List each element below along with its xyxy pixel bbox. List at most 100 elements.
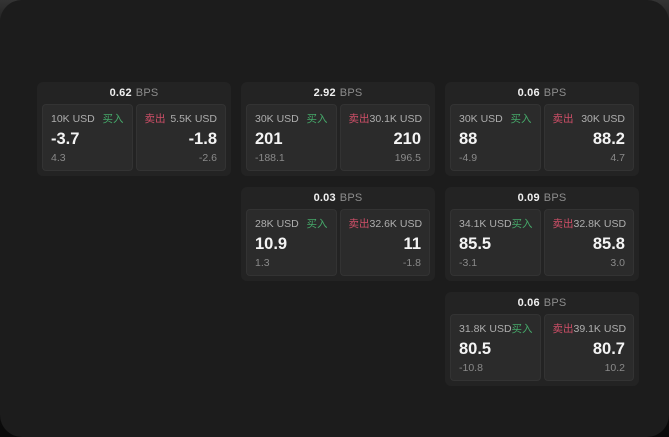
sell-volume: 30K USD — [581, 113, 625, 125]
sell-price: 80.7 — [592, 340, 625, 359]
buy-panel[interactable]: 31.8K USD 买入 80.5 -10.8 — [450, 314, 541, 381]
buy-panel[interactable]: 30K USD 买入 88 -4.9 — [450, 104, 541, 171]
bps-unit-label: BPS — [543, 192, 567, 204]
buy-change: 4.3 — [51, 152, 66, 164]
sell-side-label: 卖出 — [552, 113, 574, 125]
bps-value: 0.06 — [517, 297, 540, 309]
sell-price: 88.2 — [592, 130, 625, 149]
buy-price: 85.5 — [459, 235, 492, 254]
card-header: 0.62 BPS — [37, 82, 231, 104]
bps-unit-label: BPS — [543, 87, 567, 99]
sell-panel[interactable]: 卖出 32.6K USD 11 -1.8 — [339, 209, 430, 276]
buy-change: -10.8 — [459, 362, 483, 374]
buy-volume: 30K USD — [255, 113, 299, 125]
sell-panel-header: 卖出 5.5K USD — [145, 111, 218, 126]
card-header: 2.92 BPS — [241, 82, 435, 104]
sell-side-label: 卖出 — [144, 113, 166, 125]
buy-side-label: 买入 — [306, 218, 328, 230]
quote-card-4: 0.03 BPS 28K USD 买入 10.9 1.3 卖出 32.6K USD… — [241, 187, 435, 281]
bps-unit-label: BPS — [135, 87, 159, 99]
buy-panel-header: 28K USD 买入 — [255, 216, 328, 231]
sell-price: -1.8 — [188, 130, 217, 149]
buy-side-label: 买入 — [306, 113, 328, 125]
sell-panel-header: 卖出 39.1K USD — [552, 321, 627, 336]
buy-side-label: 买入 — [510, 113, 532, 125]
sell-side-label: 卖出 — [552, 323, 574, 335]
bps-value: 2.92 — [313, 87, 336, 99]
buy-price: -3.7 — [51, 130, 80, 149]
sell-side-label: 卖出 — [552, 218, 574, 230]
card-header: 0.06 BPS — [445, 82, 639, 104]
buy-panel-header: 30K USD 买入 — [459, 111, 532, 126]
sell-side-label: 卖出 — [348, 113, 370, 125]
bps-value: 0.06 — [517, 87, 540, 99]
sell-panel[interactable]: 卖出 30.1K USD 210 196.5 — [339, 104, 430, 171]
buy-price: 80.5 — [459, 340, 492, 359]
buy-side-label: 买入 — [511, 218, 533, 230]
quote-card-5: 0.09 BPS 34.1K USD 买入 85.5 -3.1 卖出 32.8K … — [445, 187, 639, 281]
bps-value: 0.09 — [517, 192, 540, 204]
buy-panel-header: 10K USD 买入 — [51, 111, 124, 126]
buy-side-label: 买入 — [511, 323, 533, 335]
buy-side-label: 买入 — [102, 113, 124, 125]
bps-value: 0.62 — [109, 87, 132, 99]
sell-price: 11 — [403, 235, 421, 254]
bps-unit-label: BPS — [339, 87, 363, 99]
sell-price: 85.8 — [592, 235, 625, 254]
buy-volume: 28K USD — [255, 218, 299, 230]
card-header: 0.09 BPS — [445, 187, 639, 209]
quote-card-1: 0.62 BPS 10K USD 买入 -3.7 4.3 卖出 5.5K USD … — [37, 82, 231, 176]
sell-change: 4.7 — [610, 152, 625, 164]
sell-change: -2.6 — [198, 152, 217, 164]
buy-panel[interactable]: 28K USD 买入 10.9 1.3 — [246, 209, 337, 276]
sell-volume: 39.1K USD — [573, 323, 627, 335]
sell-change: 196.5 — [394, 152, 421, 164]
buy-volume: 31.8K USD — [459, 323, 512, 335]
quote-panels: 34.1K USD 买入 85.5 -3.1 卖出 32.8K USD 85.8… — [445, 209, 639, 281]
buy-volume: 34.1K USD — [459, 218, 512, 230]
sell-panel-header: 卖出 30K USD — [553, 111, 626, 126]
quote-panels: 31.8K USD 买入 80.5 -10.8 卖出 39.1K USD 80.… — [445, 314, 639, 386]
buy-change: 1.3 — [255, 257, 270, 269]
buy-price: 88 — [459, 130, 478, 149]
quote-panels: 28K USD 买入 10.9 1.3 卖出 32.6K USD 11 -1.8 — [241, 209, 435, 281]
quote-panels: 30K USD 买入 88 -4.9 卖出 30K USD 88.2 4.7 — [445, 104, 639, 176]
quote-panels: 10K USD 买入 -3.7 4.3 卖出 5.5K USD -1.8 -2.… — [37, 104, 231, 176]
sell-volume: 32.8K USD — [573, 218, 627, 230]
card-header: 0.03 BPS — [241, 187, 435, 209]
sell-panel[interactable]: 卖出 32.8K USD 85.8 3.0 — [543, 209, 634, 276]
buy-panel[interactable]: 34.1K USD 买入 85.5 -3.1 — [450, 209, 541, 276]
buy-price: 10.9 — [255, 235, 288, 254]
buy-price: 201 — [255, 130, 283, 149]
sell-volume: 5.5K USD — [170, 113, 217, 125]
quote-card-2: 2.92 BPS 30K USD 买入 201 -188.1 卖出 30.1K U… — [241, 82, 435, 176]
sell-change: 3.0 — [610, 257, 625, 269]
quote-panels: 30K USD 买入 201 -188.1 卖出 30.1K USD 210 1… — [241, 104, 435, 176]
sell-panel[interactable]: 卖出 39.1K USD 80.7 10.2 — [543, 314, 634, 381]
sell-change: 10.2 — [604, 362, 625, 374]
sell-change: -1.8 — [402, 257, 421, 269]
sell-panel[interactable]: 卖出 5.5K USD -1.8 -2.6 — [135, 104, 226, 171]
buy-panel[interactable]: 30K USD 买入 201 -188.1 — [246, 104, 337, 171]
sell-panel-header: 卖出 32.6K USD — [348, 216, 423, 231]
sell-volume: 30.1K USD — [369, 113, 423, 125]
buy-volume: 30K USD — [459, 113, 503, 125]
buy-panel[interactable]: 10K USD 买入 -3.7 4.3 — [42, 104, 133, 171]
buy-change: -4.9 — [459, 152, 478, 164]
bps-unit-label: BPS — [543, 297, 567, 309]
sell-volume: 32.6K USD — [369, 218, 423, 230]
quote-card-6: 0.06 BPS 31.8K USD 买入 80.5 -10.8 卖出 39.1K… — [445, 292, 639, 386]
quote-card-3: 0.06 BPS 30K USD 买入 88 -4.9 卖出 30K USD 88… — [445, 82, 639, 176]
buy-panel-header: 31.8K USD 买入 — [459, 321, 533, 336]
buy-panel-header: 30K USD 买入 — [255, 111, 328, 126]
sell-panel-header: 卖出 32.8K USD — [552, 216, 627, 231]
buy-panel-header: 34.1K USD 买入 — [459, 216, 533, 231]
buy-volume: 10K USD — [51, 113, 95, 125]
sell-side-label: 卖出 — [348, 218, 370, 230]
buy-change: -188.1 — [255, 152, 285, 164]
sell-panel-header: 卖出 30.1K USD — [348, 111, 423, 126]
buy-change: -3.1 — [459, 257, 478, 269]
bps-value: 0.03 — [313, 192, 336, 204]
sell-panel[interactable]: 卖出 30K USD 88.2 4.7 — [543, 104, 634, 171]
